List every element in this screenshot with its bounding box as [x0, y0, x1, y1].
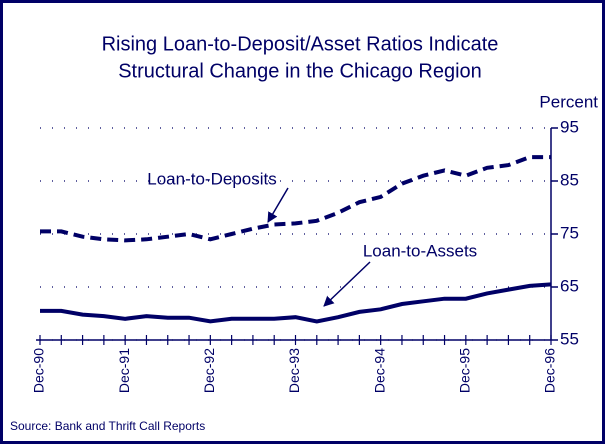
x-tick-label: Dec-95	[457, 348, 473, 393]
x-tick-label: Dec-93	[286, 348, 302, 393]
series-line	[40, 155, 551, 243]
y-tick-label: 95	[560, 117, 579, 136]
y-tick-label: 75	[560, 223, 579, 242]
chart-title: Structural Change in the Chicago Region	[118, 60, 482, 82]
x-tick-label: Dec-94	[371, 348, 387, 393]
x-tick-label: Dec-96	[542, 348, 558, 393]
series-label: Loan-to-Deposits	[147, 169, 276, 188]
y-tick-label: 65	[560, 276, 579, 295]
x-tick-label: Dec-91	[116, 348, 132, 393]
x-tick-label: Dec-90	[31, 348, 47, 393]
source: Source: Bank and Thrift Call Reports	[10, 419, 205, 433]
y-tick-label: 85	[560, 170, 579, 189]
series-line	[40, 282, 552, 324]
annotation-arrow	[267, 187, 289, 223]
annotation-arrow	[323, 261, 371, 307]
y-tick-label: 55	[560, 329, 579, 348]
chart-title: Rising Loan-to-Deposit/Asset Ratios Indi…	[102, 33, 499, 55]
series-label: Loan-to-Assets	[363, 241, 477, 260]
y-axis-label: Percent	[539, 92, 598, 111]
x-tick-label: Dec-92	[201, 348, 217, 393]
